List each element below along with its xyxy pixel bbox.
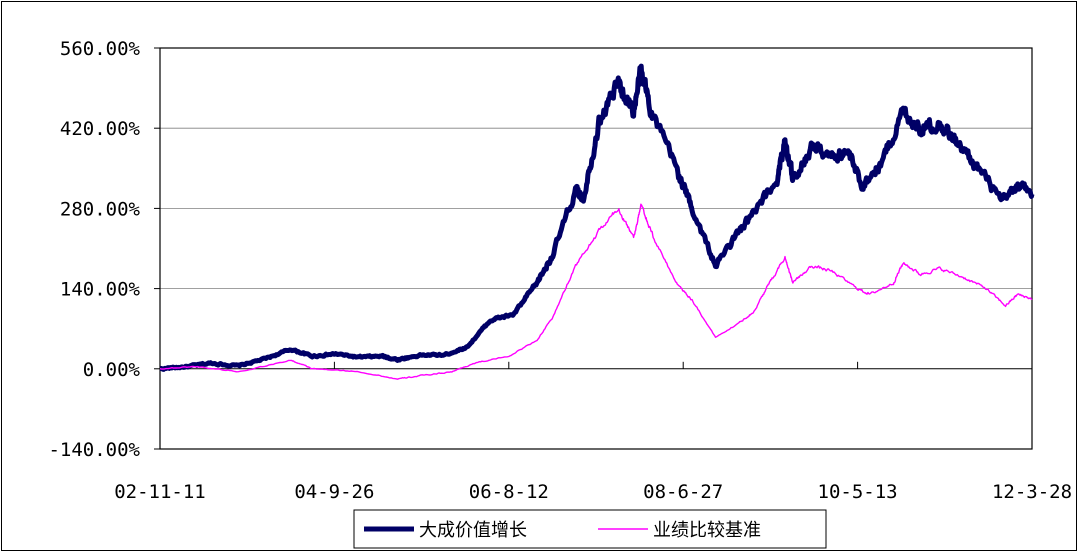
series-line-1 xyxy=(158,63,1035,372)
x-tick-label: 02-11-11 xyxy=(114,481,206,503)
y-tick-label: -140.00% xyxy=(48,439,140,461)
legend-box xyxy=(353,509,827,549)
x-tick-label: 12-3-28 xyxy=(992,481,1072,503)
x-tick-label: 10-5-13 xyxy=(818,481,898,503)
y-tick-label: 0.00% xyxy=(83,359,141,381)
x-tick-label: 06-8-12 xyxy=(469,481,549,503)
y-tick-label: 420.00% xyxy=(60,118,141,140)
legend-label-1: 大成价值增长 xyxy=(419,520,527,541)
y-tick-label: 140.00% xyxy=(60,279,141,301)
series-line-2 xyxy=(159,203,1033,380)
x-tick-label: 08-6-27 xyxy=(643,481,723,503)
legend-label-2: 业绩比较基准 xyxy=(653,520,761,541)
y-tick-label: 280.00% xyxy=(60,198,141,220)
plot-area-border xyxy=(159,47,1033,450)
y-tick-label: 560.00% xyxy=(60,38,141,60)
x-tick-label: 04-9-26 xyxy=(294,481,374,503)
